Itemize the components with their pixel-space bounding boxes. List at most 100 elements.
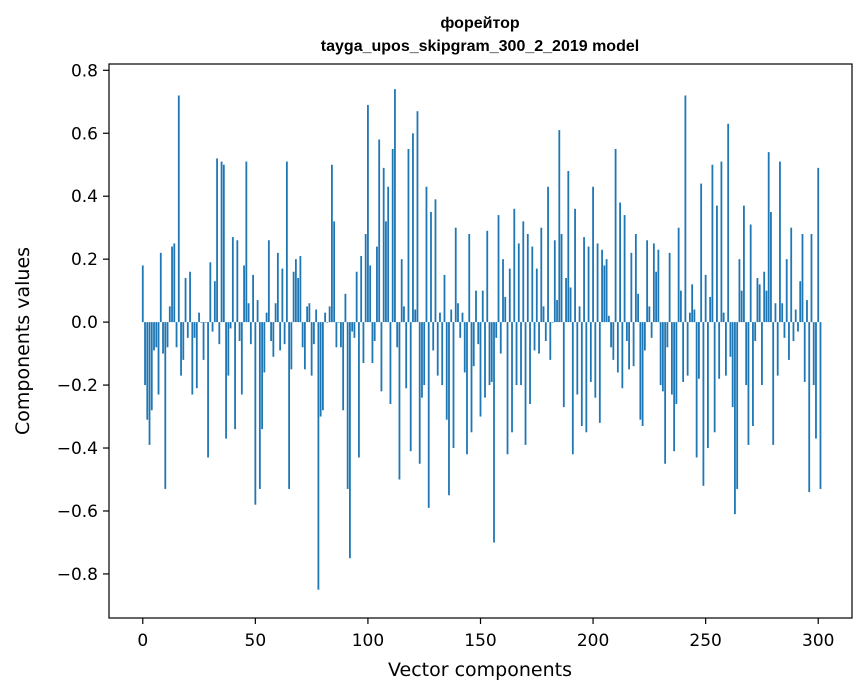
bar-117 [405, 322, 408, 389]
y-tick-label-1: 0.6 [71, 124, 98, 144]
bar-98 [362, 322, 365, 364]
bar-255 [716, 205, 718, 323]
bar-73 [306, 306, 309, 323]
bar-229 [657, 249, 660, 323]
bar-211 [616, 322, 619, 373]
bar-0 [141, 265, 144, 323]
bar-109 [387, 186, 390, 323]
bar-11 [166, 322, 169, 348]
bar-152 [484, 322, 486, 398]
bar-150 [479, 322, 482, 417]
bar-280 [772, 322, 775, 445]
bar-278 [767, 152, 770, 323]
bar-281 [774, 303, 777, 323]
y-tick-label-6: −0.4 [57, 439, 98, 459]
bar-192 [574, 208, 576, 323]
bar-103 [373, 322, 376, 341]
bar-222 [641, 322, 644, 426]
bar-185 [558, 130, 561, 323]
bar-79 [319, 322, 322, 417]
bar-231 [661, 322, 664, 392]
bar-154 [488, 322, 491, 386]
bar-299 [815, 322, 817, 439]
bar-62 [281, 268, 284, 323]
bar-7 [157, 322, 160, 395]
bar-149 [477, 322, 480, 345]
bar-10 [164, 322, 167, 489]
bar-52 [258, 322, 261, 489]
bar-41 [234, 322, 236, 430]
x-axis-ticks: 0 50 100 150 200 250 300 [137, 618, 834, 651]
bar-123 [418, 322, 421, 464]
bar-113 [396, 322, 399, 348]
bar-82 [326, 322, 329, 323]
bar-239 [679, 290, 682, 323]
bar-101 [369, 265, 372, 323]
bar-44 [240, 322, 243, 395]
bar-213 [621, 322, 624, 389]
bar-252 [709, 296, 712, 323]
bar-24 [195, 322, 198, 389]
bar-84 [330, 164, 333, 323]
bar-135 [445, 322, 448, 420]
bar-260 [727, 123, 730, 323]
bar-208 [610, 322, 612, 348]
bar-90 [344, 293, 347, 323]
y-tick-label-2: 0.4 [71, 187, 98, 207]
bar-110 [389, 322, 392, 404]
bar-279 [770, 211, 772, 323]
bar-196 [583, 237, 585, 323]
bar-59 [274, 303, 277, 323]
bar-107 [382, 167, 385, 323]
bar-273 [756, 278, 759, 323]
bar-89 [342, 322, 345, 411]
bar-40 [231, 237, 234, 323]
bar-221 [639, 322, 642, 420]
bar-114 [398, 322, 401, 480]
bar-236 [673, 322, 676, 452]
bar-66 [290, 322, 293, 370]
bar-297 [810, 233, 813, 323]
bar-284 [781, 303, 784, 323]
bar-288 [790, 227, 793, 323]
bar-210 [614, 148, 617, 323]
bar-33 [216, 158, 218, 323]
bar-179 [544, 322, 547, 341]
bar-169 [522, 221, 525, 323]
bar-184 [556, 300, 558, 323]
bar-230 [659, 322, 662, 386]
y-tick-label-8: −0.8 [57, 565, 98, 585]
bar-136 [448, 322, 450, 496]
bar-68 [294, 259, 297, 323]
bar-129 [432, 322, 435, 351]
x-tick-label-0: 0 [137, 631, 148, 651]
bar-171 [526, 233, 529, 323]
bar-37 [225, 322, 227, 439]
bar-287 [788, 322, 790, 360]
bar-175 [535, 268, 538, 323]
bar-244 [691, 284, 694, 323]
bar-238 [677, 227, 680, 323]
bar-83 [328, 306, 331, 323]
y-axis-ticks: 0.8 0.6 0.4 0.2 0.0 −0.2 −0.4 −0.6 −0.8 [57, 61, 109, 585]
bar-47 [247, 303, 250, 323]
bar-18 [182, 322, 185, 360]
bar-132 [439, 312, 441, 323]
bar-296 [808, 322, 811, 493]
bar-182 [551, 322, 554, 323]
bar-217 [630, 252, 633, 323]
bar-143 [463, 322, 466, 373]
bar-106 [380, 322, 383, 392]
bar-163 [508, 268, 511, 323]
bar-274 [758, 284, 761, 323]
bar-104 [376, 246, 378, 323]
bar-155 [490, 322, 493, 382]
bar-190 [569, 287, 572, 323]
bar-270 [749, 224, 752, 323]
bar-115 [400, 259, 403, 323]
bar-237 [675, 322, 678, 404]
bar-165 [513, 208, 516, 323]
x-tick-label-50: 50 [245, 631, 267, 651]
bar-242 [686, 322, 689, 376]
bar-22 [191, 322, 194, 395]
